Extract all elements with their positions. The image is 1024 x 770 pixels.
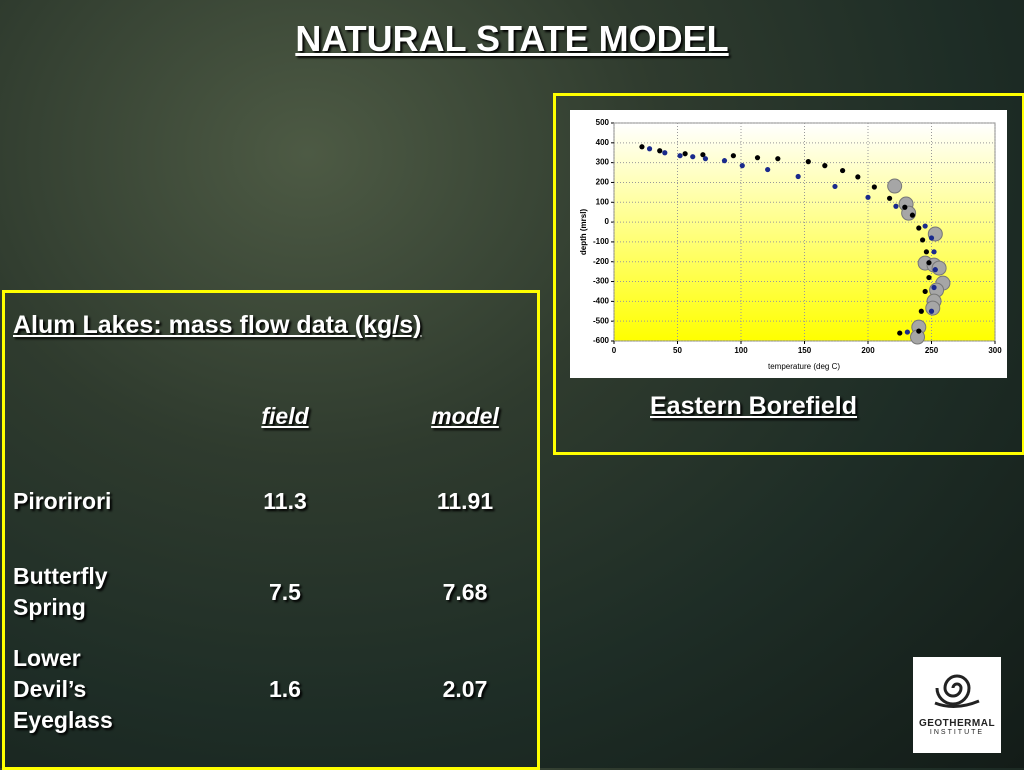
data-point (904, 329, 910, 335)
x-tick-label: 300 (988, 346, 1002, 355)
data-point (928, 235, 935, 241)
y-axis-label: depth (mrsl) (579, 209, 588, 256)
y-tick-label: -300 (593, 277, 610, 286)
model-value: 2.07 (442, 676, 488, 702)
y-tick-label: 400 (596, 138, 610, 147)
data-point (902, 204, 908, 210)
data-point (931, 249, 937, 255)
data-point (765, 166, 771, 173)
model-value: 7.68 (442, 579, 488, 605)
data-point (897, 330, 903, 336)
data-point (639, 144, 645, 150)
data-point (865, 194, 871, 200)
table-box: Alum Lakes: mass flow data (kg/s) field m… (2, 290, 540, 770)
field-value: 7.5 (269, 579, 301, 605)
data-point (662, 150, 668, 156)
data-point (840, 167, 846, 174)
y-tick-label: -400 (593, 296, 610, 305)
data-point (822, 163, 828, 169)
x-tick-label: 250 (925, 346, 939, 355)
logo-subtext: INSTITUTE (929, 729, 985, 736)
model-value: 11.91 (436, 488, 494, 514)
data-point (931, 284, 937, 291)
data-point (775, 156, 781, 162)
y-tick-label: 0 (605, 217, 610, 226)
data-point (657, 148, 663, 154)
field-value: 1.6 (269, 676, 301, 702)
data-point (739, 163, 745, 169)
y-tick-label: 300 (596, 158, 610, 167)
table-heading: Alum Lakes: mass flow data (kg/s) (13, 311, 422, 339)
data-point (855, 174, 861, 180)
data-point (918, 308, 924, 314)
data-point (700, 152, 706, 158)
row-name: Butterfly Spring (13, 563, 108, 620)
data-point (923, 249, 930, 255)
y-tick-label: -500 (593, 316, 610, 325)
data-point (754, 155, 761, 161)
y-tick-label: 100 (596, 197, 610, 206)
field-value: 11.3 (263, 488, 307, 514)
chart: temperature (deg C) depth (mrsl) -600 -50… (570, 110, 1007, 378)
data-point (926, 260, 932, 266)
x-tick-label: 150 (798, 346, 812, 355)
y-tick-label: 200 (596, 178, 610, 187)
chart-box (553, 93, 1024, 455)
logo-text: GEOTHERMAL (918, 718, 996, 729)
data-point (926, 274, 932, 281)
data-point (886, 195, 893, 201)
row-name: Lower Devil’s Eyeglass (13, 645, 113, 733)
data-point (646, 146, 653, 152)
x-axis-label: temperature (deg C) (768, 362, 840, 371)
data-point (920, 237, 926, 243)
data-point (932, 267, 938, 273)
x-tick-label: 100 (734, 346, 748, 355)
data-point (690, 154, 696, 160)
data-point (928, 308, 935, 314)
column-header: field (261, 403, 309, 429)
y-tick-label: 500 (596, 118, 610, 127)
row-name: Pirorirori (13, 488, 112, 514)
data-point (909, 212, 916, 218)
data-point (916, 328, 922, 334)
logo: GEOTHERMAL INSTITUTE (913, 657, 1001, 753)
y-tick-label: -600 (593, 336, 610, 345)
x-tick-label: 0 (612, 346, 617, 355)
data-point (795, 173, 801, 180)
data-point (702, 156, 709, 162)
data-point (871, 184, 877, 190)
y-tick-label: -100 (593, 237, 610, 246)
chart-caption: Eastern Borefield (650, 392, 858, 420)
x-tick-label: 200 (861, 346, 875, 355)
data-point (916, 225, 922, 231)
data-point (922, 288, 928, 295)
data-point (887, 178, 903, 194)
column-header: model (431, 403, 499, 429)
logo-icon (934, 674, 980, 708)
y-tick-label: -200 (593, 257, 610, 266)
data-point (832, 183, 838, 190)
x-tick-label: 50 (673, 346, 682, 355)
data-point (805, 159, 811, 165)
data-point (922, 223, 928, 229)
data-point (893, 203, 899, 209)
slide-title: NATURAL STATE MODEL (295, 18, 729, 59)
data-point (730, 153, 736, 159)
data-point (677, 153, 683, 159)
data-point (721, 158, 728, 164)
data-point (682, 151, 688, 157)
